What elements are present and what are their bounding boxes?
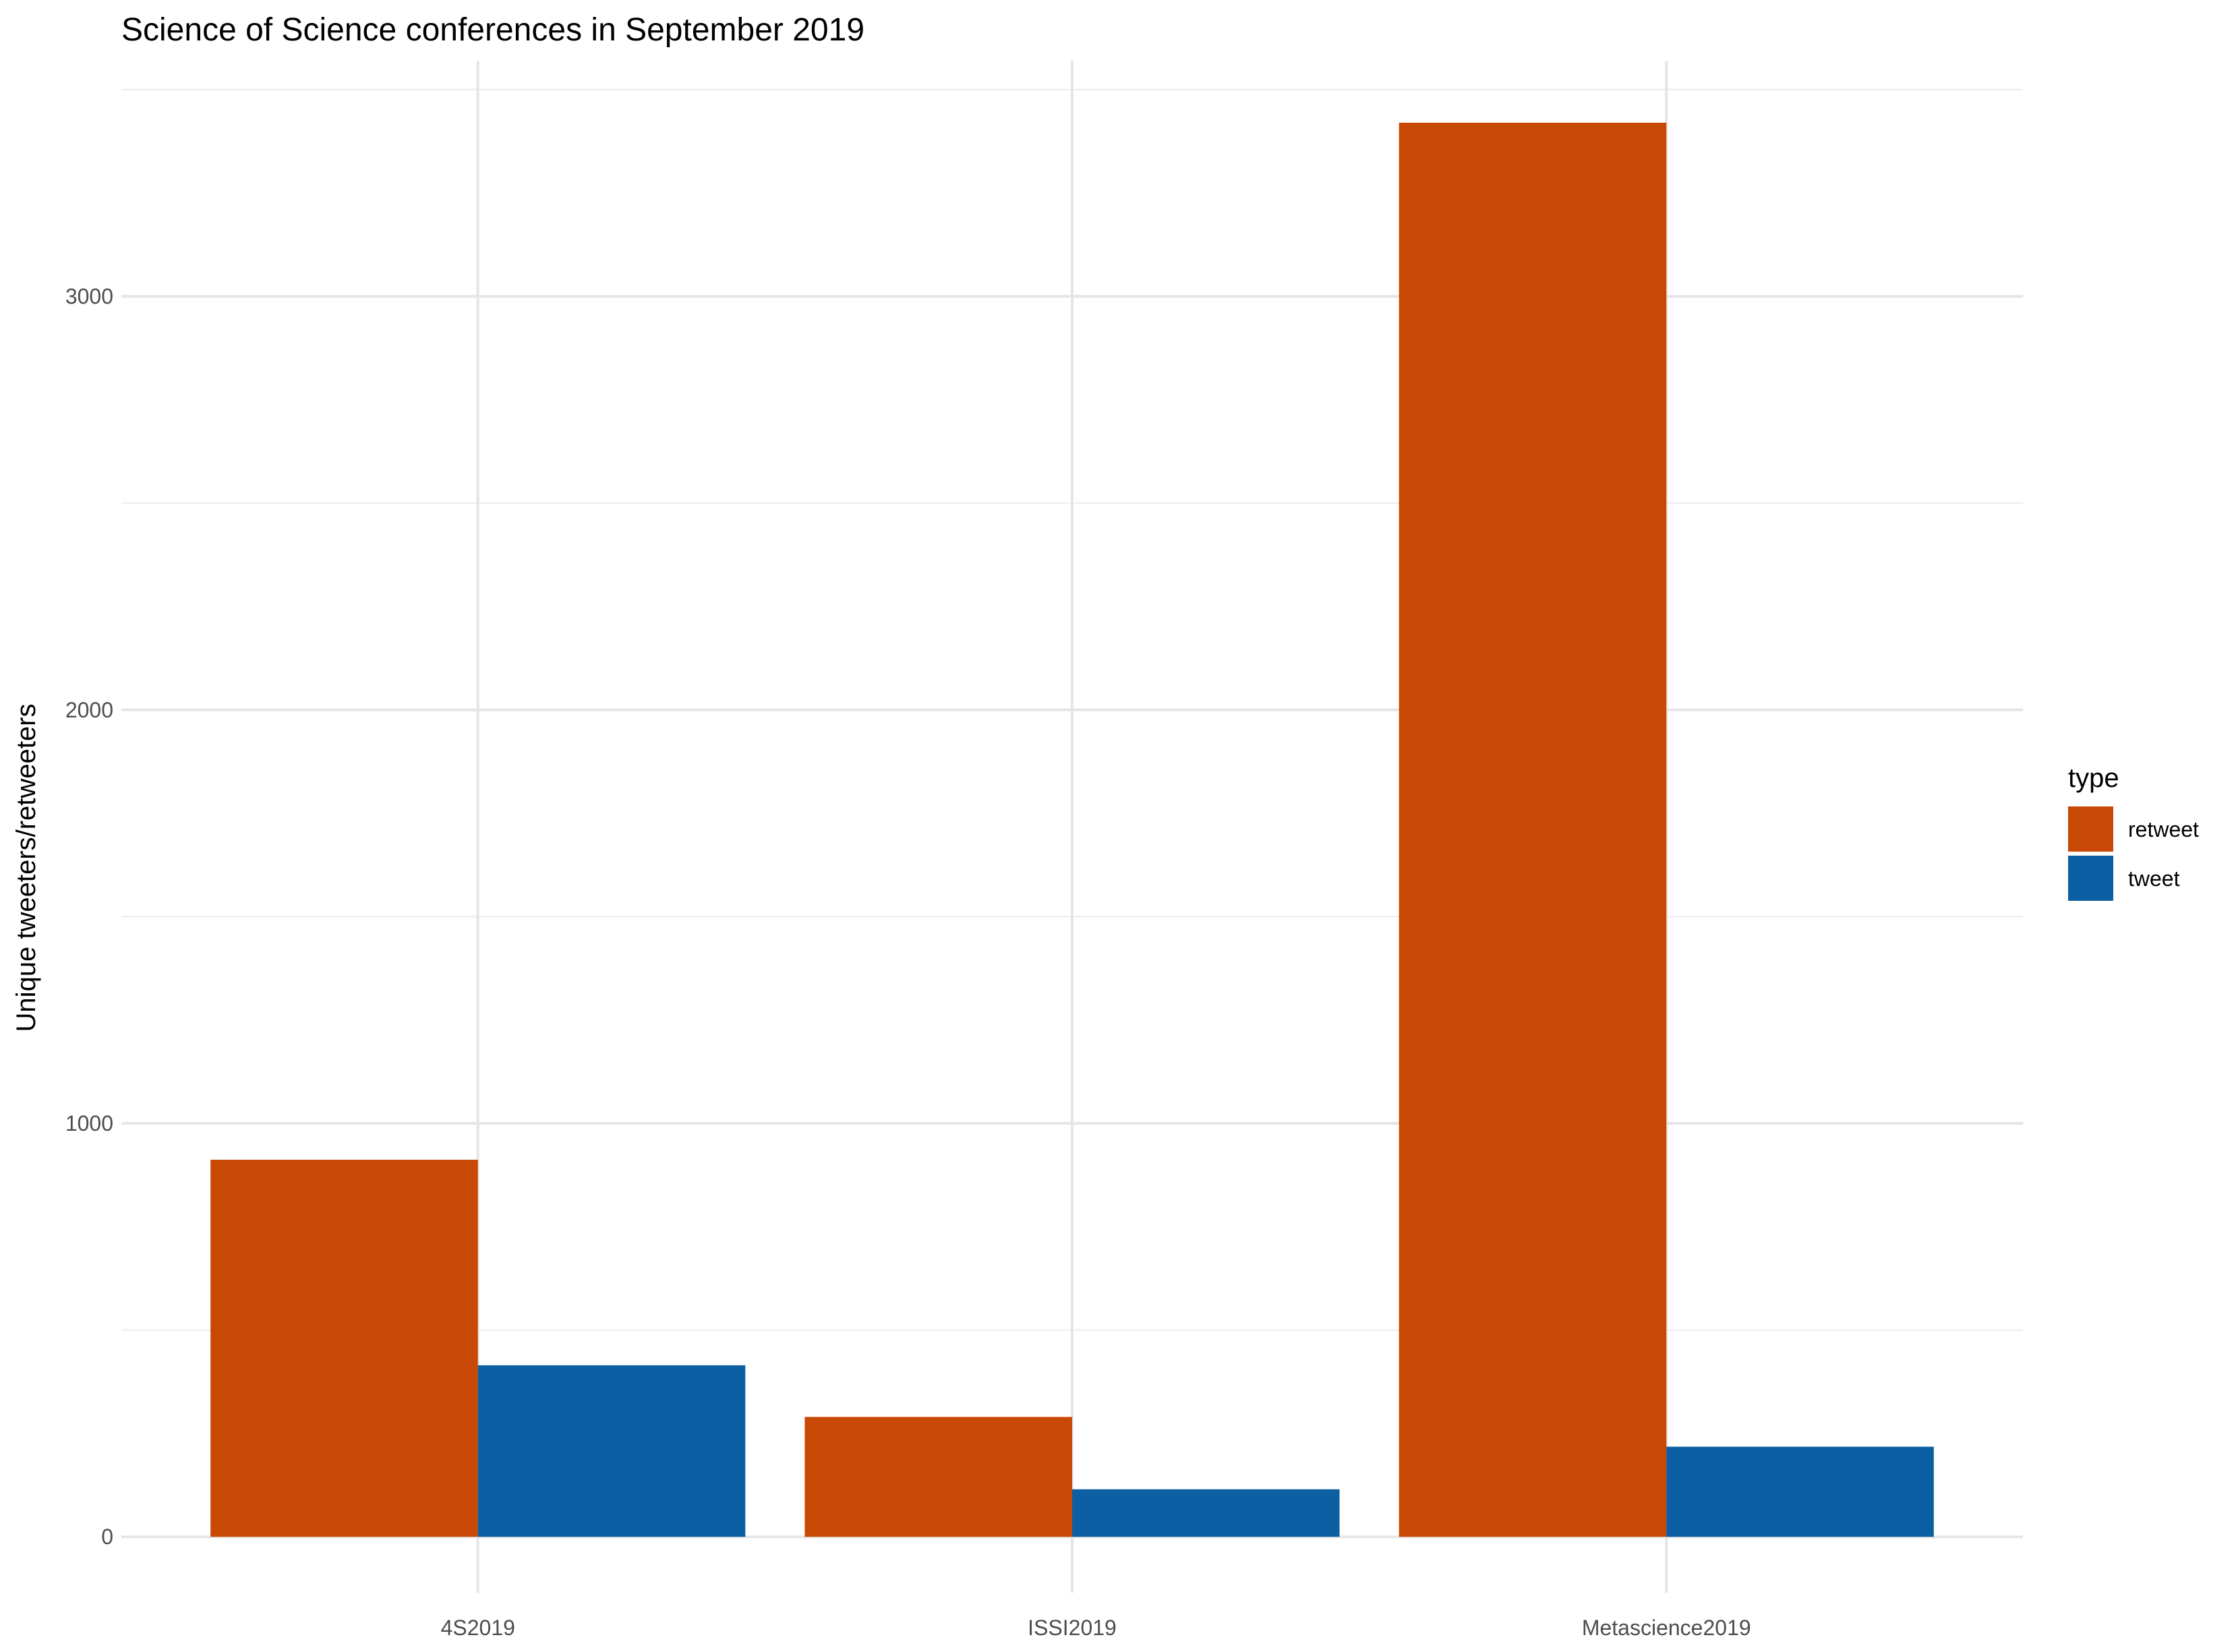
legend-key-tweet [2068,856,2113,901]
legend-title: type [2068,763,2119,793]
y-tick-label: 0 [101,1525,113,1549]
legend: type retweet tweet [2068,763,2199,901]
y-tick-label: 3000 [65,285,113,309]
x-tick-label: 4S2019 [441,1616,515,1640]
axes: 0 1000 2000 3000 4S2019 ISSI2019 Metascience20… [65,285,1751,1640]
y-tick-label: 1000 [65,1111,113,1135]
x-tick-label: Metascience2019 [1582,1616,1751,1640]
legend-key-retweet [2068,806,2113,852]
bar-retweet-metascience2019 [1399,122,1667,1537]
bar-tweet-metascience2019 [1666,1446,1934,1537]
bar-retweet-issi2019 [804,1417,1072,1537]
x-tick-label: ISSI2019 [1028,1616,1117,1640]
legend-label-tweet: tweet [2128,866,2180,891]
y-tick-label: 2000 [65,698,113,722]
bars [210,122,1934,1537]
bar-tweet-4s2019 [477,1365,746,1537]
y-axis-title: Unique tweeters/retweeters [11,704,41,1032]
bar-tweet-issi2019 [1072,1489,1340,1537]
chart-title: Science of Science conferences in Septem… [121,12,864,48]
legend-label-retweet: retweet [2128,817,2199,842]
bar-retweet-4s2019 [210,1159,478,1537]
